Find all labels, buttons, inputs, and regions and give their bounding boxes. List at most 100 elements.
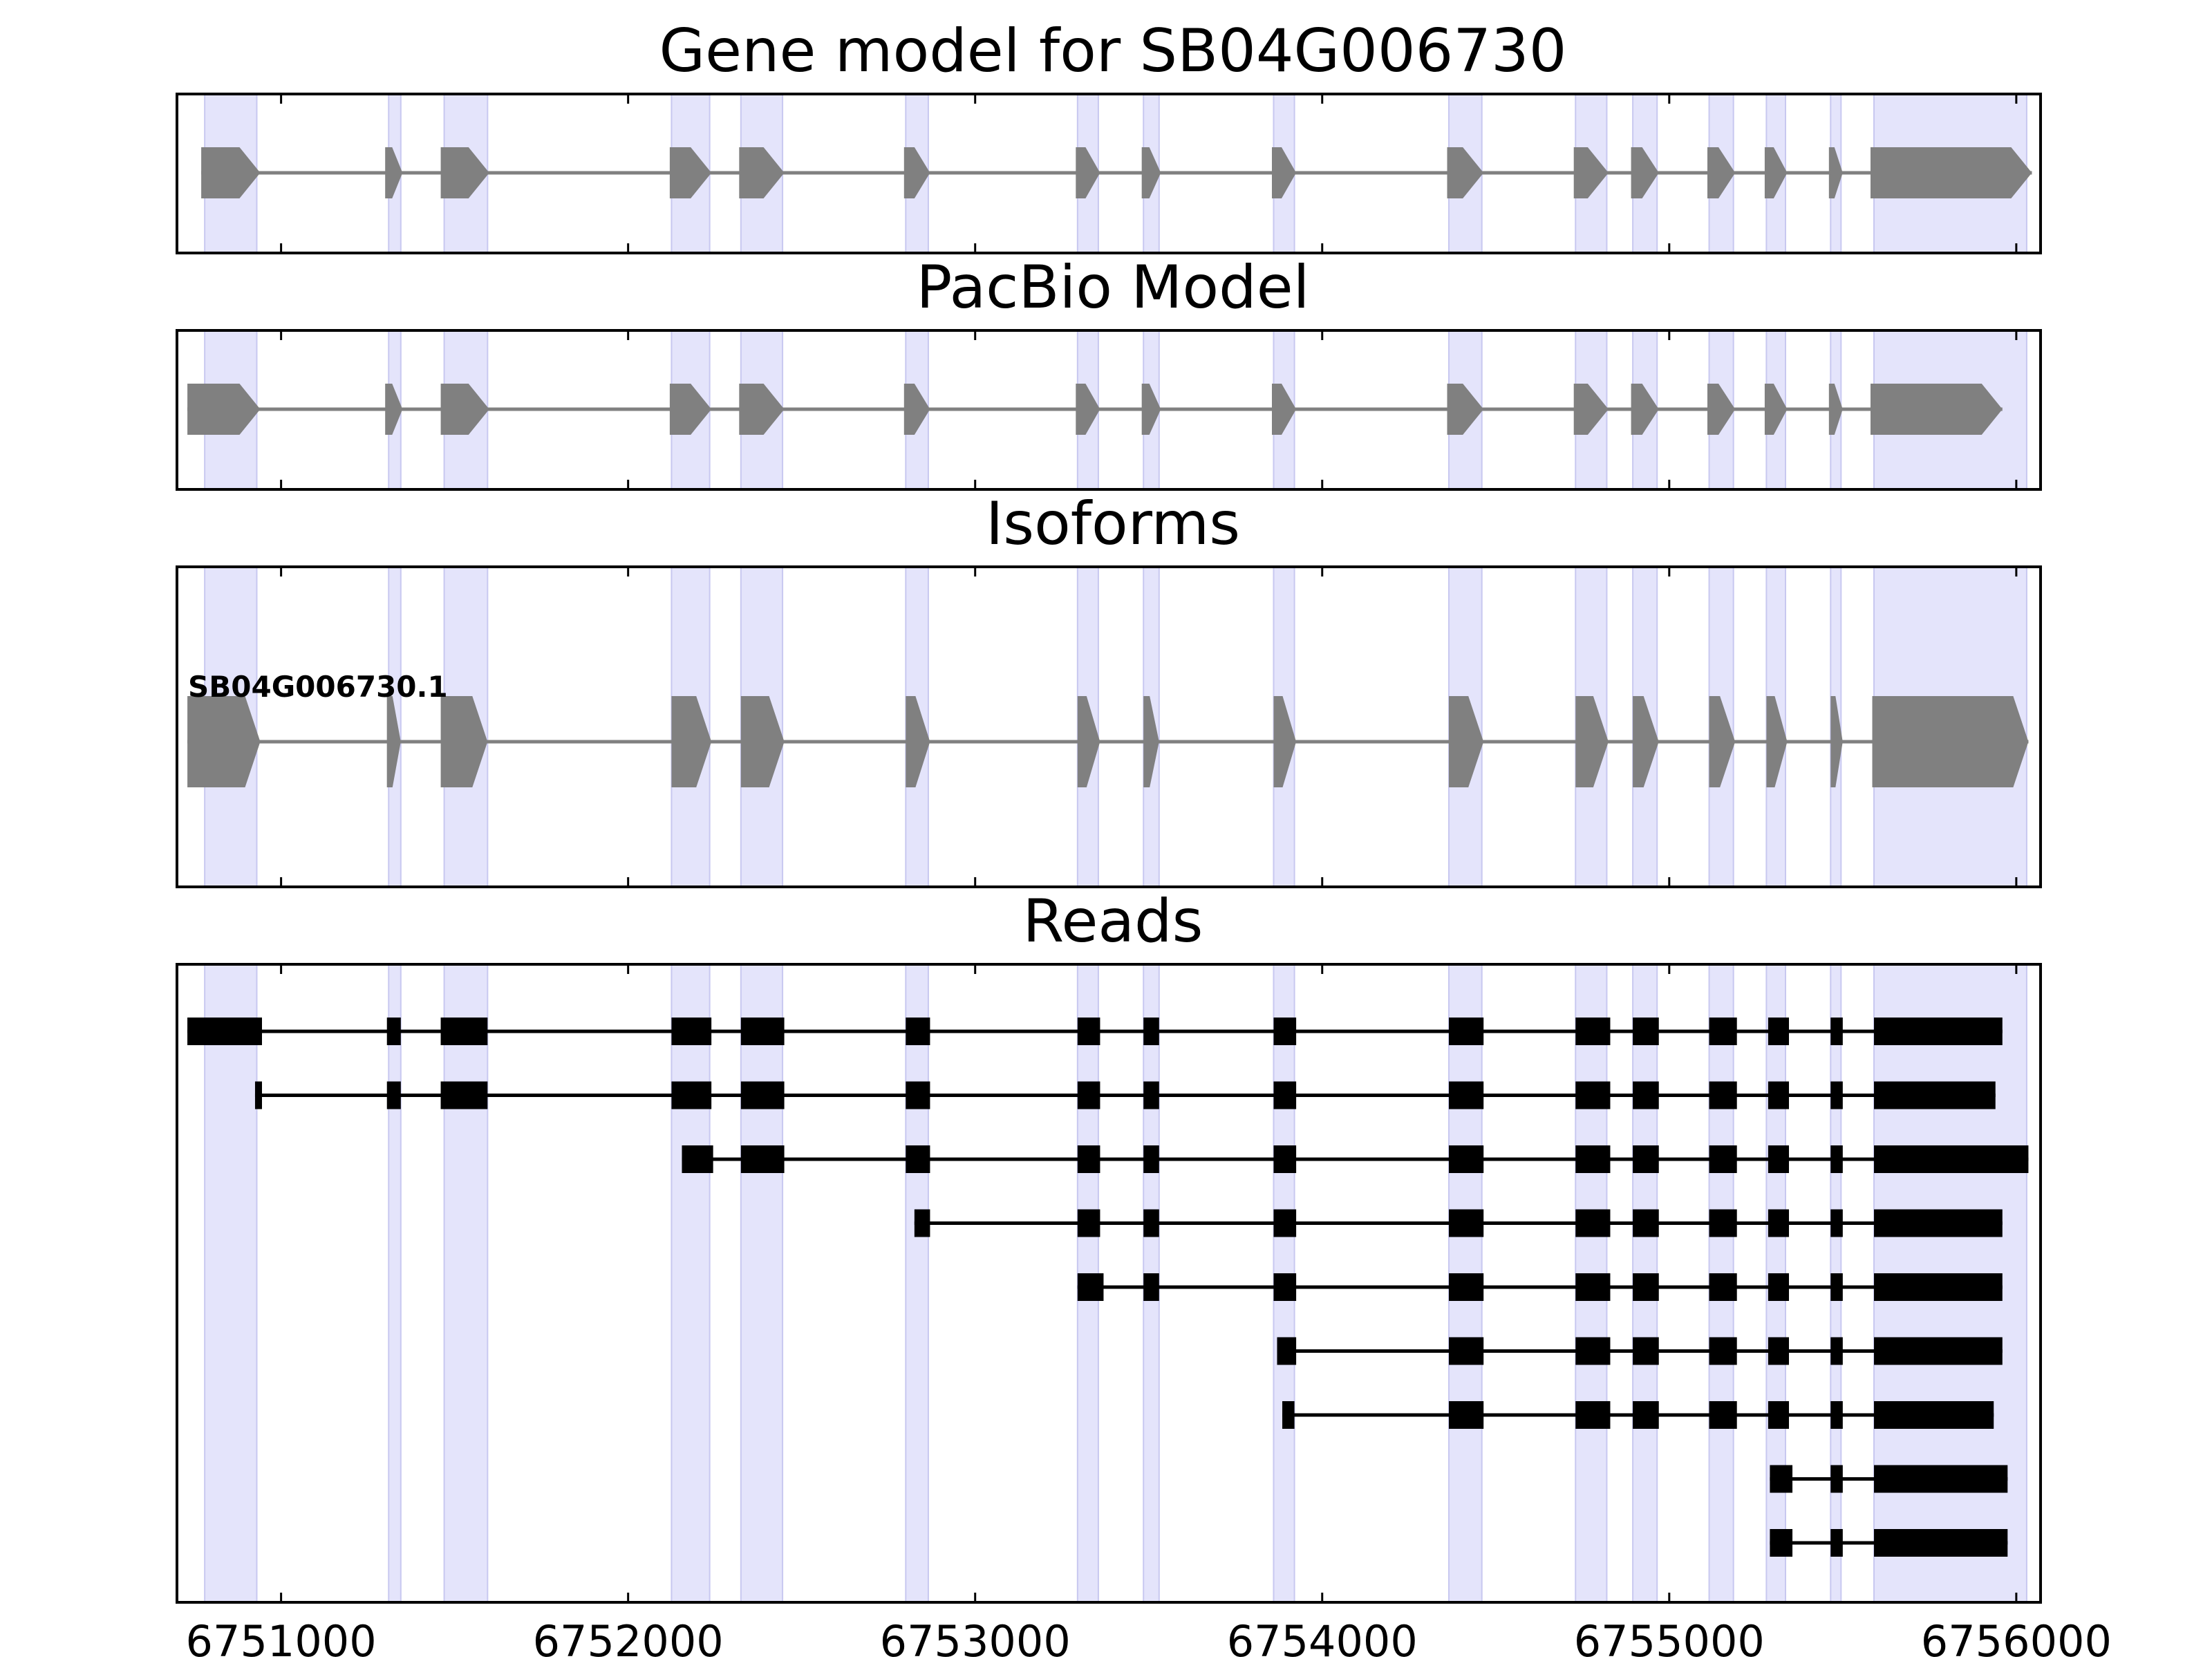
read-exon-block	[671, 1081, 712, 1109]
read-exon-block	[740, 1081, 785, 1109]
read-exon-block	[254, 1081, 263, 1109]
panel-pacbio-model: PacBio Model	[176, 253, 2042, 491]
panel-isoforms: Isoforms SB04G006730.1	[176, 489, 2042, 888]
read-exon-block	[1768, 1273, 1790, 1301]
x-tick-label: 6753000	[880, 1616, 1071, 1659]
read-exon-block	[1273, 1273, 1297, 1301]
read-exon-block	[1449, 1337, 1484, 1365]
read-exon-block	[1768, 1209, 1790, 1237]
exon-highlight-band	[204, 964, 258, 1603]
read-exon-block	[1143, 1209, 1159, 1237]
read-exon-block	[1633, 1209, 1659, 1237]
exon-block	[1633, 696, 1659, 787]
read-exon-block	[906, 1145, 930, 1173]
exon-block	[440, 384, 489, 435]
panel-frame	[176, 565, 2042, 888]
read-exon-block	[1575, 1081, 1611, 1109]
read-exon-block	[1709, 1081, 1737, 1109]
isoform-track	[187, 696, 2029, 787]
read-exon-block	[1874, 1273, 2003, 1301]
read-exon-block	[1830, 1145, 1843, 1173]
read-exon-block	[1143, 1018, 1159, 1045]
exon-block	[386, 696, 401, 787]
exon-block	[671, 696, 712, 787]
exon-block	[1447, 384, 1484, 435]
exon-block	[1272, 384, 1297, 435]
exon-block	[1764, 384, 1788, 435]
read-exon-block	[1830, 1018, 1843, 1045]
x-tick-label: 6755000	[1574, 1616, 1765, 1659]
read-exon-block	[906, 1081, 930, 1109]
read-exon-block	[1830, 1209, 1843, 1237]
read-exon-block	[1633, 1018, 1659, 1045]
exon-block	[1631, 147, 1659, 198]
read-exon-block	[1575, 1209, 1611, 1237]
exon-block	[1707, 384, 1736, 435]
read-exon-block	[740, 1145, 785, 1173]
reads-track	[187, 1018, 2029, 1557]
read-exon-block	[1273, 1018, 1297, 1045]
read-exon-block	[1709, 1018, 1737, 1045]
exon-block	[739, 384, 785, 435]
exon-block	[1631, 384, 1659, 435]
exon-block	[1076, 384, 1100, 435]
read-exon-block	[1830, 1273, 1843, 1301]
read-exon-block	[1830, 1337, 1843, 1365]
exon-highlight-band	[740, 964, 784, 1603]
exon-highlight-band	[905, 964, 929, 1603]
exon-block	[739, 147, 785, 198]
exon-highlight-band	[388, 964, 402, 1603]
exon-highlight-band	[671, 964, 711, 1603]
exon-block	[1871, 384, 2003, 435]
read-exon-block	[1449, 1401, 1484, 1429]
panel-title-reads: Reads	[1023, 887, 1203, 956]
exon-block	[1273, 696, 1297, 787]
gene-model-track	[201, 147, 2032, 198]
exon-block	[1143, 696, 1159, 787]
read-exon-block	[1874, 1081, 1996, 1109]
x-tick-label: 6751000	[186, 1616, 377, 1659]
read-exon-block	[1273, 1209, 1297, 1237]
exon-block	[385, 384, 403, 435]
x-axis-tick-labels: 6751000 6752000 6753000 6754000 6755000 67560…	[186, 1616, 2112, 1659]
read-exon-block	[906, 1018, 930, 1045]
read-exon-block	[1768, 1337, 1790, 1365]
isoform-label: SB04G006730.1	[188, 670, 448, 704]
read-exon-block	[1077, 1018, 1100, 1045]
exon-block	[1573, 147, 1609, 198]
read-exon-block	[1830, 1081, 1843, 1109]
read-exon-block	[1575, 1273, 1611, 1301]
panel-frame	[176, 329, 2042, 491]
panel-title-isoforms: Isoforms	[986, 489, 1240, 559]
read-exon-block	[1709, 1337, 1737, 1365]
exon-block	[1871, 147, 2032, 198]
read-exon-block	[1273, 1145, 1297, 1173]
read-exon-block	[1077, 1273, 1104, 1301]
exon-block	[1141, 384, 1161, 435]
read-exon-block	[1874, 1465, 2008, 1493]
exon-highlight-band	[443, 964, 489, 1603]
read-exon-block	[914, 1209, 930, 1237]
read-exon-block	[1709, 1145, 1737, 1173]
exon-block	[1076, 147, 1100, 198]
read-exon-block	[1143, 1145, 1159, 1173]
x-axis-ticks	[280, 964, 2018, 1602]
read-exon-block	[1830, 1465, 1843, 1493]
panel-title-pacbio-model: PacBio Model	[916, 253, 1309, 322]
panel-reads: Reads	[176, 887, 2042, 1604]
read-exon-block	[1768, 1401, 1790, 1429]
read-exon-block	[440, 1018, 488, 1045]
read-exon-block	[1874, 1401, 1994, 1429]
x-tick-label: 6756000	[1921, 1616, 2112, 1659]
exon-block	[1707, 147, 1736, 198]
read-exon-block	[671, 1018, 712, 1045]
exon-block	[1764, 147, 1788, 198]
read-exon-block	[740, 1018, 785, 1045]
read-exon-block	[1575, 1145, 1611, 1173]
read-exon-block	[1143, 1273, 1159, 1301]
read-exon-block	[1143, 1081, 1159, 1109]
exon-block	[903, 384, 930, 435]
read-exon-block	[1633, 1145, 1659, 1173]
read-exon-block	[187, 1018, 263, 1045]
